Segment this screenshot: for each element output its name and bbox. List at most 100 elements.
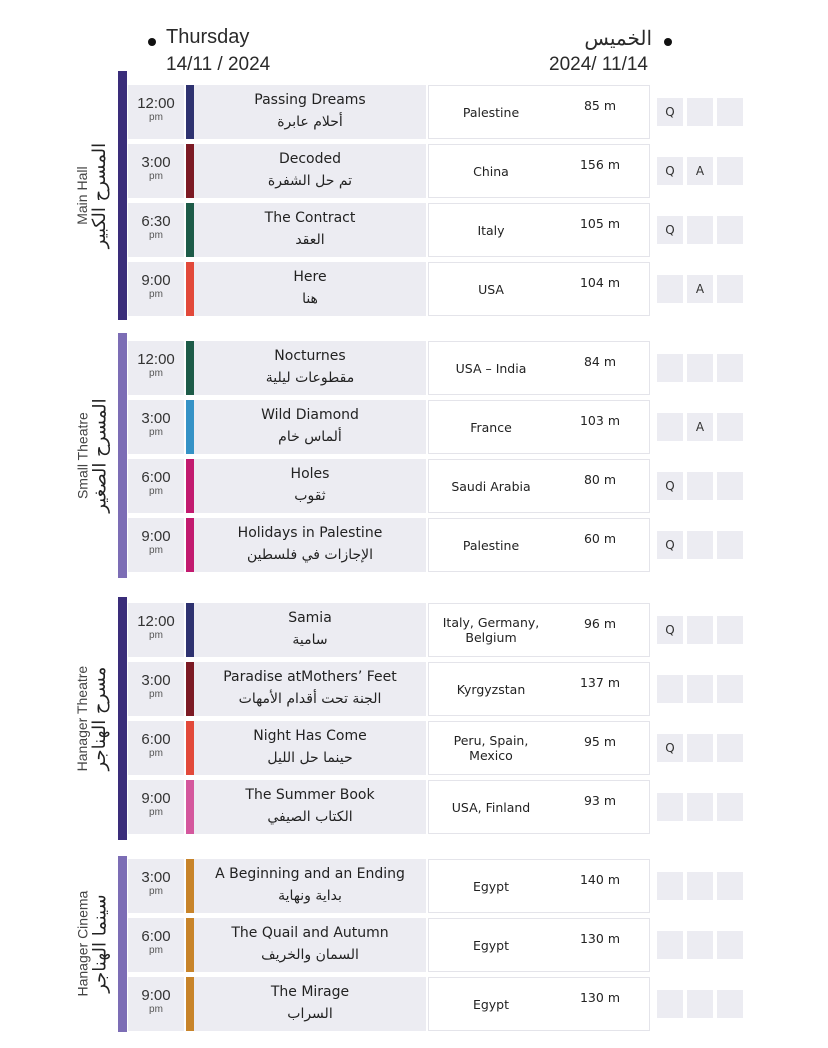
venue-label: Hanager Cinema سينما الهناجر bbox=[67, 856, 119, 1032]
film-title-ar: سامية bbox=[292, 632, 328, 648]
period-text: pm bbox=[149, 230, 163, 241]
film-title-en: The Contract bbox=[264, 210, 356, 226]
info-cell: Peru, Spain, Mexico 95 m bbox=[428, 721, 650, 775]
title-cell: Night Has Come حينما حل الليل bbox=[194, 721, 426, 775]
country-text: Saudi Arabia bbox=[451, 478, 531, 494]
mark-box: Q bbox=[657, 157, 683, 185]
time-cell: 3:00 pm bbox=[128, 859, 184, 913]
country-text: Egypt bbox=[472, 996, 510, 1012]
time-cell: 6:00 pm bbox=[128, 721, 184, 775]
time-text: 6:00 bbox=[141, 731, 171, 748]
info-cell: Egypt 130 m bbox=[428, 918, 650, 972]
duration-text: 105 m bbox=[579, 216, 620, 231]
date-ar: 2024/ 11/14 bbox=[549, 54, 648, 75]
film-title-en: Wild Diamond bbox=[261, 407, 359, 423]
venue-label: Main Hall المسرح الكبير bbox=[67, 71, 119, 320]
venue-name-ar: مسرح الهناجر bbox=[89, 666, 111, 771]
time-cell: 9:00 pm bbox=[128, 780, 184, 834]
venue-name-ar: سينما الهناجر bbox=[89, 894, 111, 994]
mark-box bbox=[717, 990, 743, 1018]
title-cell: Here هنا bbox=[194, 262, 426, 316]
mark-box: Q bbox=[657, 98, 683, 126]
mark-box bbox=[657, 793, 683, 821]
mark-box bbox=[717, 216, 743, 244]
period-text: pm bbox=[149, 171, 163, 182]
film-title-ar: أحلام عابرة bbox=[277, 114, 343, 130]
film-title-ar: تم حل الشفرة bbox=[267, 173, 353, 189]
mark-box: Q bbox=[657, 734, 683, 762]
venue-name-ar: المسرح الصغير bbox=[89, 398, 111, 513]
venue-bar bbox=[118, 856, 127, 1032]
duration-text: 85 m bbox=[583, 98, 617, 113]
color-stripe bbox=[186, 400, 194, 454]
title-cell: A Beginning and an Ending بداية ونهاية bbox=[194, 859, 426, 913]
mark-box bbox=[717, 275, 743, 303]
country-text: France bbox=[470, 419, 512, 435]
film-title-en: Here bbox=[293, 269, 327, 285]
film-title-ar: السمان والخريف bbox=[261, 947, 359, 963]
duration-text: 130 m bbox=[579, 990, 620, 1005]
time-text: 3:00 bbox=[141, 154, 171, 171]
venue-name-en: Hanager Theatre bbox=[74, 665, 91, 772]
info-cell: Italy, Germany, Belgium 96 m bbox=[428, 603, 650, 657]
color-stripe bbox=[186, 203, 194, 257]
title-cell: Holidays in Palestine الإجازات في فلسطين bbox=[194, 518, 426, 572]
mark-box bbox=[717, 616, 743, 644]
country-text: Egypt bbox=[472, 878, 510, 894]
mark-box bbox=[717, 734, 743, 762]
venue-label-rotated: Small Theatre المسرح الصغير bbox=[74, 398, 111, 513]
venue-name-en: Main Hall bbox=[74, 166, 91, 225]
mark-box bbox=[657, 675, 683, 703]
country-text: Palestine bbox=[462, 104, 520, 120]
duration-text: 156 m bbox=[579, 157, 620, 172]
time-cell: 6:00 pm bbox=[128, 918, 184, 972]
bullet-icon bbox=[148, 38, 156, 46]
color-stripe bbox=[186, 518, 194, 572]
period-text: pm bbox=[149, 486, 163, 497]
country-text: Palestine bbox=[462, 537, 520, 553]
duration-text: 140 m bbox=[579, 872, 620, 887]
country-text: USA bbox=[478, 281, 504, 297]
venue-name-en: Hanager Cinema bbox=[74, 891, 91, 997]
time-cell: 12:00 pm bbox=[128, 603, 184, 657]
duration-text: 96 m bbox=[583, 616, 617, 631]
title-cell: The Mirage السراب bbox=[194, 977, 426, 1031]
mark-box bbox=[657, 872, 683, 900]
title-cell: The Contract العقد bbox=[194, 203, 426, 257]
duration-text: 103 m bbox=[579, 413, 620, 428]
venue-name-ar: المسرح الكبير bbox=[89, 142, 111, 249]
mark-box bbox=[687, 216, 713, 244]
film-title-ar: العقد bbox=[295, 232, 325, 248]
time-cell: 3:00 pm bbox=[128, 400, 184, 454]
film-title-ar: هنا bbox=[302, 291, 318, 307]
color-stripe bbox=[186, 721, 194, 775]
mark-box bbox=[687, 931, 713, 959]
date-en: 14/11 / 2024 bbox=[166, 54, 271, 75]
film-title-en: The Mirage bbox=[270, 984, 350, 1000]
mark-box bbox=[717, 531, 743, 559]
mark-box bbox=[717, 931, 743, 959]
mark-box: A bbox=[687, 275, 713, 303]
title-cell: Decoded تم حل الشفرة bbox=[194, 144, 426, 198]
period-text: pm bbox=[149, 545, 163, 556]
info-cell: Palestine 60 m bbox=[428, 518, 650, 572]
title-cell: Paradise atMothers’ Feet الجنة تحت أقدام … bbox=[194, 662, 426, 716]
time-text: 12:00 bbox=[137, 613, 175, 630]
time-cell: 6:30 pm bbox=[128, 203, 184, 257]
country-text: USA, Finland bbox=[451, 799, 531, 815]
color-stripe bbox=[186, 977, 194, 1031]
mark-box bbox=[687, 675, 713, 703]
country-text: Kyrgyzstan bbox=[456, 681, 526, 697]
film-title-en: A Beginning and an Ending bbox=[215, 866, 405, 882]
mark-box bbox=[717, 793, 743, 821]
title-cell: Samia سامية bbox=[194, 603, 426, 657]
time-text: 3:00 bbox=[141, 672, 171, 689]
mark-box bbox=[717, 872, 743, 900]
color-stripe bbox=[186, 85, 194, 139]
film-title-en: Samia bbox=[288, 610, 332, 626]
info-cell: China 156 m bbox=[428, 144, 650, 198]
film-title-en: Paradise atMothers’ Feet bbox=[223, 669, 397, 685]
bullet-icon bbox=[664, 38, 672, 46]
film-title-ar: السراب bbox=[287, 1006, 333, 1022]
time-text: 12:00 bbox=[137, 95, 175, 112]
